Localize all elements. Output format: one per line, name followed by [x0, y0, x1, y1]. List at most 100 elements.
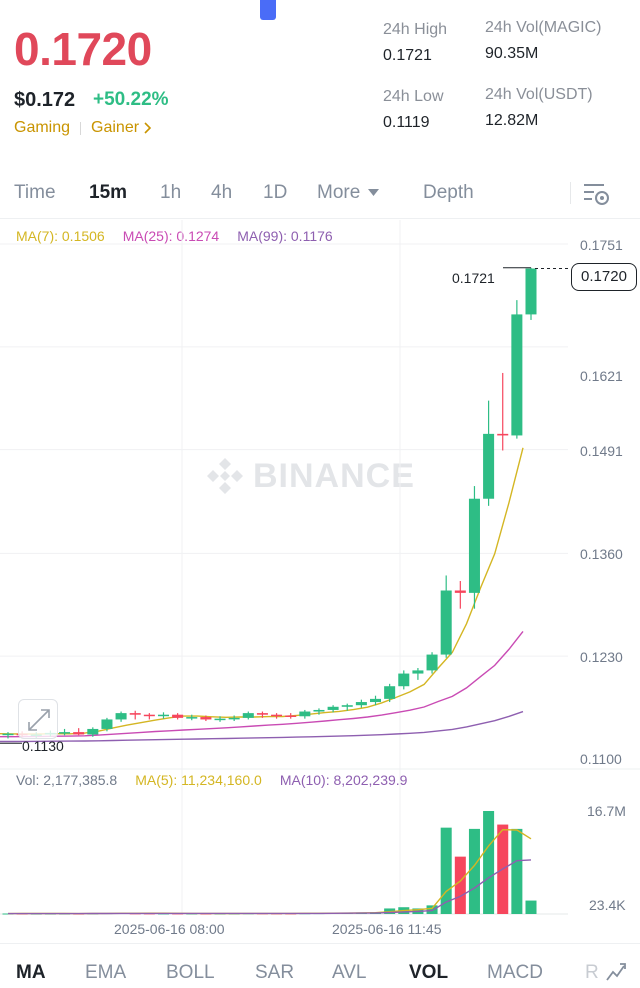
- candle-body: [172, 714, 184, 718]
- vol-ma10-line: [8, 859, 532, 915]
- volume-bar: [511, 828, 523, 914]
- price-axis-label: 0.1360: [580, 546, 623, 562]
- price-axis-label: 0.1100: [580, 751, 622, 767]
- candle-body: [87, 728, 99, 735]
- candle-body: [497, 433, 509, 436]
- last-price-tag: 0.1720: [571, 263, 637, 291]
- ma7-line: [0, 447, 524, 735]
- tag-row: Gaming Gainer: [14, 119, 153, 137]
- watermark-text: BINANCE: [253, 456, 415, 495]
- indicator-tab-ma[interactable]: MA: [16, 962, 46, 983]
- time-axis-label: 2025-06-16 08:00: [114, 921, 225, 937]
- candle-body: [256, 713, 268, 715]
- tag-gaming[interactable]: Gaming: [14, 119, 71, 136]
- fullscreen-button[interactable]: [18, 699, 58, 739]
- price-axis-label: 0.1491: [580, 443, 623, 459]
- stat-24h-high: 24h High 0.1721: [383, 21, 447, 65]
- indicator-tabs-divider: [0, 943, 640, 944]
- stat-value: 90.35M: [485, 45, 539, 62]
- candles: [2, 267, 537, 739]
- indicator-tab-sar[interactable]: SAR: [255, 962, 295, 983]
- indicator-tab-macd[interactable]: MACD: [487, 962, 543, 983]
- candle-body: [200, 717, 212, 720]
- candle-body: [355, 702, 367, 706]
- indicator-settings-icon[interactable]: [604, 960, 628, 984]
- stat-label: 24h Low: [383, 88, 444, 105]
- tab-more-label: More: [317, 182, 361, 203]
- volume-ma-lines: [7, 828, 532, 915]
- candle-body: [242, 713, 254, 718]
- status-indicator: [260, 0, 276, 20]
- stat-label: 24h Vol(USDT): [485, 86, 593, 103]
- stat-value: 0.1119: [383, 114, 430, 131]
- price-markers: [0, 267, 570, 744]
- candle-body: [412, 670, 424, 674]
- tab-time[interactable]: Time: [14, 182, 56, 203]
- candle-body: [398, 673, 410, 687]
- volume-bars: [2, 811, 537, 915]
- tab-1h[interactable]: 1h: [160, 182, 182, 203]
- candle-body: [285, 715, 297, 717]
- ma99-line: [0, 710, 524, 743]
- tab-4h[interactable]: 4h: [211, 182, 233, 203]
- tab-depth[interactable]: Depth: [423, 182, 474, 203]
- vol-ma10-legend: MA(10): 8,202,239.9: [279, 772, 408, 788]
- stat-label: 24h Vol(MAGIC): [485, 19, 602, 36]
- tab-divider: [570, 182, 571, 204]
- volume-axis-label: 16.7M: [587, 803, 626, 819]
- candle-body: [483, 433, 495, 499]
- candle-body: [426, 654, 438, 671]
- volume-bar: [440, 827, 452, 914]
- stat-24h-vol-magic: 24h Vol(MAGIC) 90.35M: [485, 19, 601, 63]
- price-change-percent: +50.22%: [93, 89, 169, 110]
- candle-body: [186, 717, 198, 719]
- binance-logo-icon: [207, 458, 243, 494]
- candle-body: [440, 590, 452, 655]
- price-usd: $0.172: [14, 89, 76, 111]
- expand-icon: [28, 709, 50, 731]
- candle-body: [271, 714, 283, 717]
- candle-body: [341, 705, 353, 707]
- high-marker-label: 0.1721: [452, 270, 495, 286]
- candle-body: [101, 719, 113, 729]
- tag-divider: [80, 121, 82, 135]
- candle-body: [468, 498, 480, 593]
- price-axis-label: 0.1621: [580, 368, 623, 384]
- indicator-tab-vol[interactable]: VOL: [409, 962, 449, 983]
- candle-body: [143, 714, 155, 717]
- tag-gainer-label: Gainer: [91, 119, 140, 136]
- chart-grid: [0, 220, 640, 915]
- candle-body: [511, 314, 523, 436]
- indicator-tab-more[interactable]: R: [585, 962, 599, 983]
- candle-body: [384, 686, 396, 699]
- candlestick-chart[interactable]: [0, 220, 640, 942]
- ma-legend: MA(7): 0.1506 MA(25): 0.1274 MA(99): 0.1…: [16, 228, 333, 244]
- last-price: 0.1720: [14, 23, 152, 75]
- candle-body: [59, 732, 71, 734]
- candle-body: [299, 711, 311, 717]
- chart-settings-icon[interactable]: [582, 180, 612, 208]
- chevron-right-icon: [144, 122, 152, 134]
- volume-bar: [454, 856, 466, 914]
- indicator-tab-boll[interactable]: BOLL: [166, 962, 215, 983]
- ma-lines: [0, 447, 524, 743]
- candle-body: [73, 732, 85, 735]
- stat-label: 24h High: [383, 21, 448, 38]
- indicator-tab-avl[interactable]: AVL: [332, 962, 367, 983]
- time-axis-label: 2025-06-16 11:45: [332, 921, 442, 937]
- vol-ma5-legend: MA(5): 11,234,160.0: [135, 772, 262, 788]
- vol-ma5-line: [7, 828, 532, 915]
- caret-down-icon: [368, 189, 380, 196]
- tab-15m[interactable]: 15m: [89, 182, 128, 203]
- candle-body: [327, 706, 339, 710]
- stat-value: 12.82M: [485, 112, 539, 129]
- tag-gainer[interactable]: Gainer: [91, 119, 153, 137]
- stat-value: 0.1721: [383, 47, 432, 64]
- tab-1d[interactable]: 1D: [263, 182, 288, 203]
- candle-body: [228, 717, 240, 720]
- candle-body: [525, 268, 537, 315]
- indicator-tab-ema[interactable]: EMA: [85, 962, 127, 983]
- tab-more[interactable]: More: [317, 182, 380, 204]
- volume-bar: [468, 828, 480, 914]
- candle-body: [214, 718, 226, 721]
